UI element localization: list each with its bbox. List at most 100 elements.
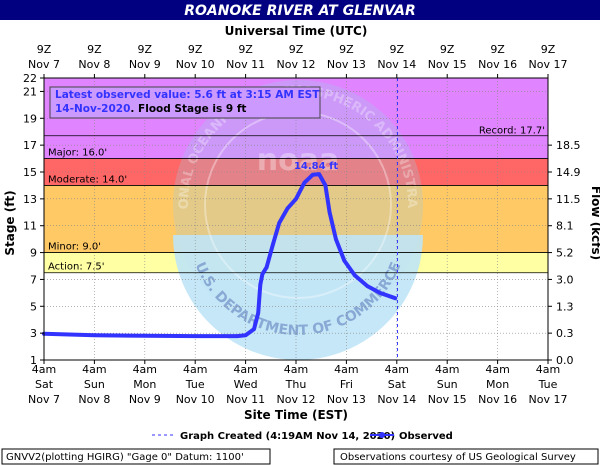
x-tick-label-8-2: Nov 15 [428, 393, 467, 406]
utc-tick-label-7-0: 9Z [390, 43, 405, 56]
y-tick-label-15: 15 [23, 166, 37, 179]
y-tick-label-11: 11 [23, 220, 37, 233]
series-observed-point-11 [271, 242, 275, 247]
y-tick-label-9: 9 [30, 247, 37, 260]
peak-label: 14.84 ft [294, 161, 338, 172]
label-major: Major: 16.0' [48, 148, 107, 159]
series-observed-point-8 [258, 283, 263, 287]
x-tick-label-5-1: Thu [285, 378, 307, 391]
latest-observation-line2: 14-Nov-2020. Flood Stage is 9 ft [55, 103, 246, 115]
watermark-disc-bottom [173, 235, 423, 360]
reference-lines: Action: 7.5' Minor: 9.0' Moderate: 14.0' Ma… [44, 78, 548, 360]
series-observed-point-6 [252, 327, 256, 331]
utc-tick-label-5-0: 9Z [289, 43, 304, 56]
utc-tick-label-10-1: Nov 17 [529, 58, 568, 71]
chart-title: ROANOKE RIVER AT GLENVAR [184, 3, 416, 19]
series-observed-point-19 [327, 210, 332, 215]
y-tick-label-1: 1 [30, 354, 37, 367]
utc-tick-label-10-0: 9Z [541, 43, 556, 56]
y-tick-label-13: 13 [23, 193, 37, 206]
label-moderate: Moderate: 14.0' [48, 174, 127, 185]
flow-tick-label-0-0: 0.0 [556, 354, 574, 367]
series-observed-point-25 [393, 296, 398, 301]
record-label: Record: 17.7' [479, 126, 545, 137]
flood-stage-text: . Flood Stage is 9 ft [130, 103, 246, 115]
series-observed-point-24 [378, 291, 382, 295]
y-tick-label-5: 5 [30, 300, 37, 313]
title-bar [0, 0, 600, 20]
legend-graph-created-label: Graph Created (4:19AM Nov 14, 2020) [180, 431, 395, 442]
x-tick-label-4-0: 4am [233, 363, 257, 376]
x-tick-label-0-1: Sat [35, 378, 54, 391]
utc-tick-label-1-1: Nov 8 [78, 58, 110, 71]
series-observed-point-16 [311, 172, 315, 177]
latest-observation-frame [49, 86, 321, 119]
axes: 13579111315171921220.00.31.33.05.28.111.… [23, 43, 581, 406]
y-tick-label-22: 22 [23, 72, 37, 85]
x-tick-label-1-0: 4am [82, 363, 106, 376]
utc-tick-label-1-0: 9Z [87, 43, 102, 56]
latest-observation-box: Latest observed value: 5.6 ft at 3:15 AM… [49, 86, 321, 119]
series-observed-point-17 [317, 172, 321, 176]
series-observed-point-3 [193, 334, 197, 338]
flow-tick-label-0-3: 0.3 [556, 327, 574, 340]
series-observed-point-10 [264, 265, 269, 270]
x-tick-label-2-2: Nov 9 [129, 393, 161, 406]
x-tick-label-1-1: Sun [84, 378, 105, 391]
y-tick-label-7: 7 [30, 273, 37, 286]
x-tick-label-9-2: Nov 16 [478, 393, 517, 406]
label-action: Action: 7.5' [48, 262, 105, 273]
x-tick-label-6-2: Nov 13 [327, 393, 366, 406]
legend-observed-swatch-dot [379, 432, 385, 438]
utc-tick-label-2-1: Nov 9 [129, 58, 161, 71]
series-observed-point-13 [285, 206, 290, 211]
latest-observation-date: 14-Nov-2020 [55, 103, 130, 115]
series-observed-point-2 [143, 334, 147, 338]
x-tick-label-0-2: Nov 7 [28, 393, 60, 406]
watermark-center-text: noaa [257, 143, 339, 178]
series-observed-point-1 [92, 333, 97, 337]
footer-right-box [333, 448, 599, 465]
latest-observation-line1: Latest observed value: 5.6 ft at 3:15 AM… [55, 89, 320, 101]
utc-tick-label-6-0: 9Z [339, 43, 354, 56]
utc-tick-label-8-1: Nov 15 [428, 58, 467, 71]
y-axis-title-right: Flow (kcfs) [589, 186, 600, 260]
x-tick-label-7-0: 4am [385, 363, 409, 376]
utc-tick-label-0-0: 9Z [37, 43, 52, 56]
flow-tick-label-14-9: 14.9 [556, 166, 581, 179]
series-observed-point-9 [260, 272, 265, 276]
x-tick-label-3-1: Tue [185, 378, 205, 391]
flow-tick-label-5-2: 5.2 [556, 247, 574, 260]
utc-tick-label-0-1: Nov 7 [28, 58, 60, 71]
x-tick-label-8-0: 4am [435, 363, 459, 376]
legend: Graph Created (4:19AM Nov 14, 2020) Obse… [152, 431, 453, 442]
label-minor: Minor: 9.0' [48, 242, 101, 253]
utc-tick-label-9-0: 9Z [490, 43, 505, 56]
x-tick-label-4-1: Wed [234, 378, 258, 391]
x-tick-label-2-1: Mon [133, 378, 156, 391]
footer-left-box [1, 448, 271, 465]
y-tick-label-17: 17 [23, 139, 37, 152]
flow-tick-label-3-0: 3.0 [556, 273, 574, 286]
utc-tick-label-6-1: Nov 13 [327, 58, 366, 71]
flow-tick-label-18-5: 18.5 [556, 139, 581, 152]
utc-tick-label-4-1: Nov 11 [226, 58, 265, 71]
utc-tick-label-4-0: 9Z [238, 43, 253, 56]
x-tick-label-10-0: 4am [536, 363, 560, 376]
series-observed-point-7 [256, 311, 261, 315]
x-tick-label-5-2: Nov 12 [277, 393, 316, 406]
x-tick-label-9-0: 4am [485, 363, 509, 376]
series-observed-point-18 [323, 183, 328, 188]
series-observed-point-12 [277, 221, 282, 225]
x-tick-label-10-2: Nov 17 [529, 393, 568, 406]
series-observed-point-21 [342, 258, 347, 263]
y-tick-label-21: 21 [23, 85, 37, 98]
series-observed-point-20 [334, 237, 338, 241]
x-tick-label-6-0: 4am [334, 363, 358, 376]
footer-datum-text: GNVV2(plotting HGIRG) "Gage 0" Datum: 11… [6, 452, 244, 463]
series-observed-point-15 [302, 180, 307, 185]
grid-lines [44, 78, 548, 360]
x-tick-label-0-0: 4am [32, 363, 56, 376]
x-tick-label-3-0: 4am [183, 363, 207, 376]
